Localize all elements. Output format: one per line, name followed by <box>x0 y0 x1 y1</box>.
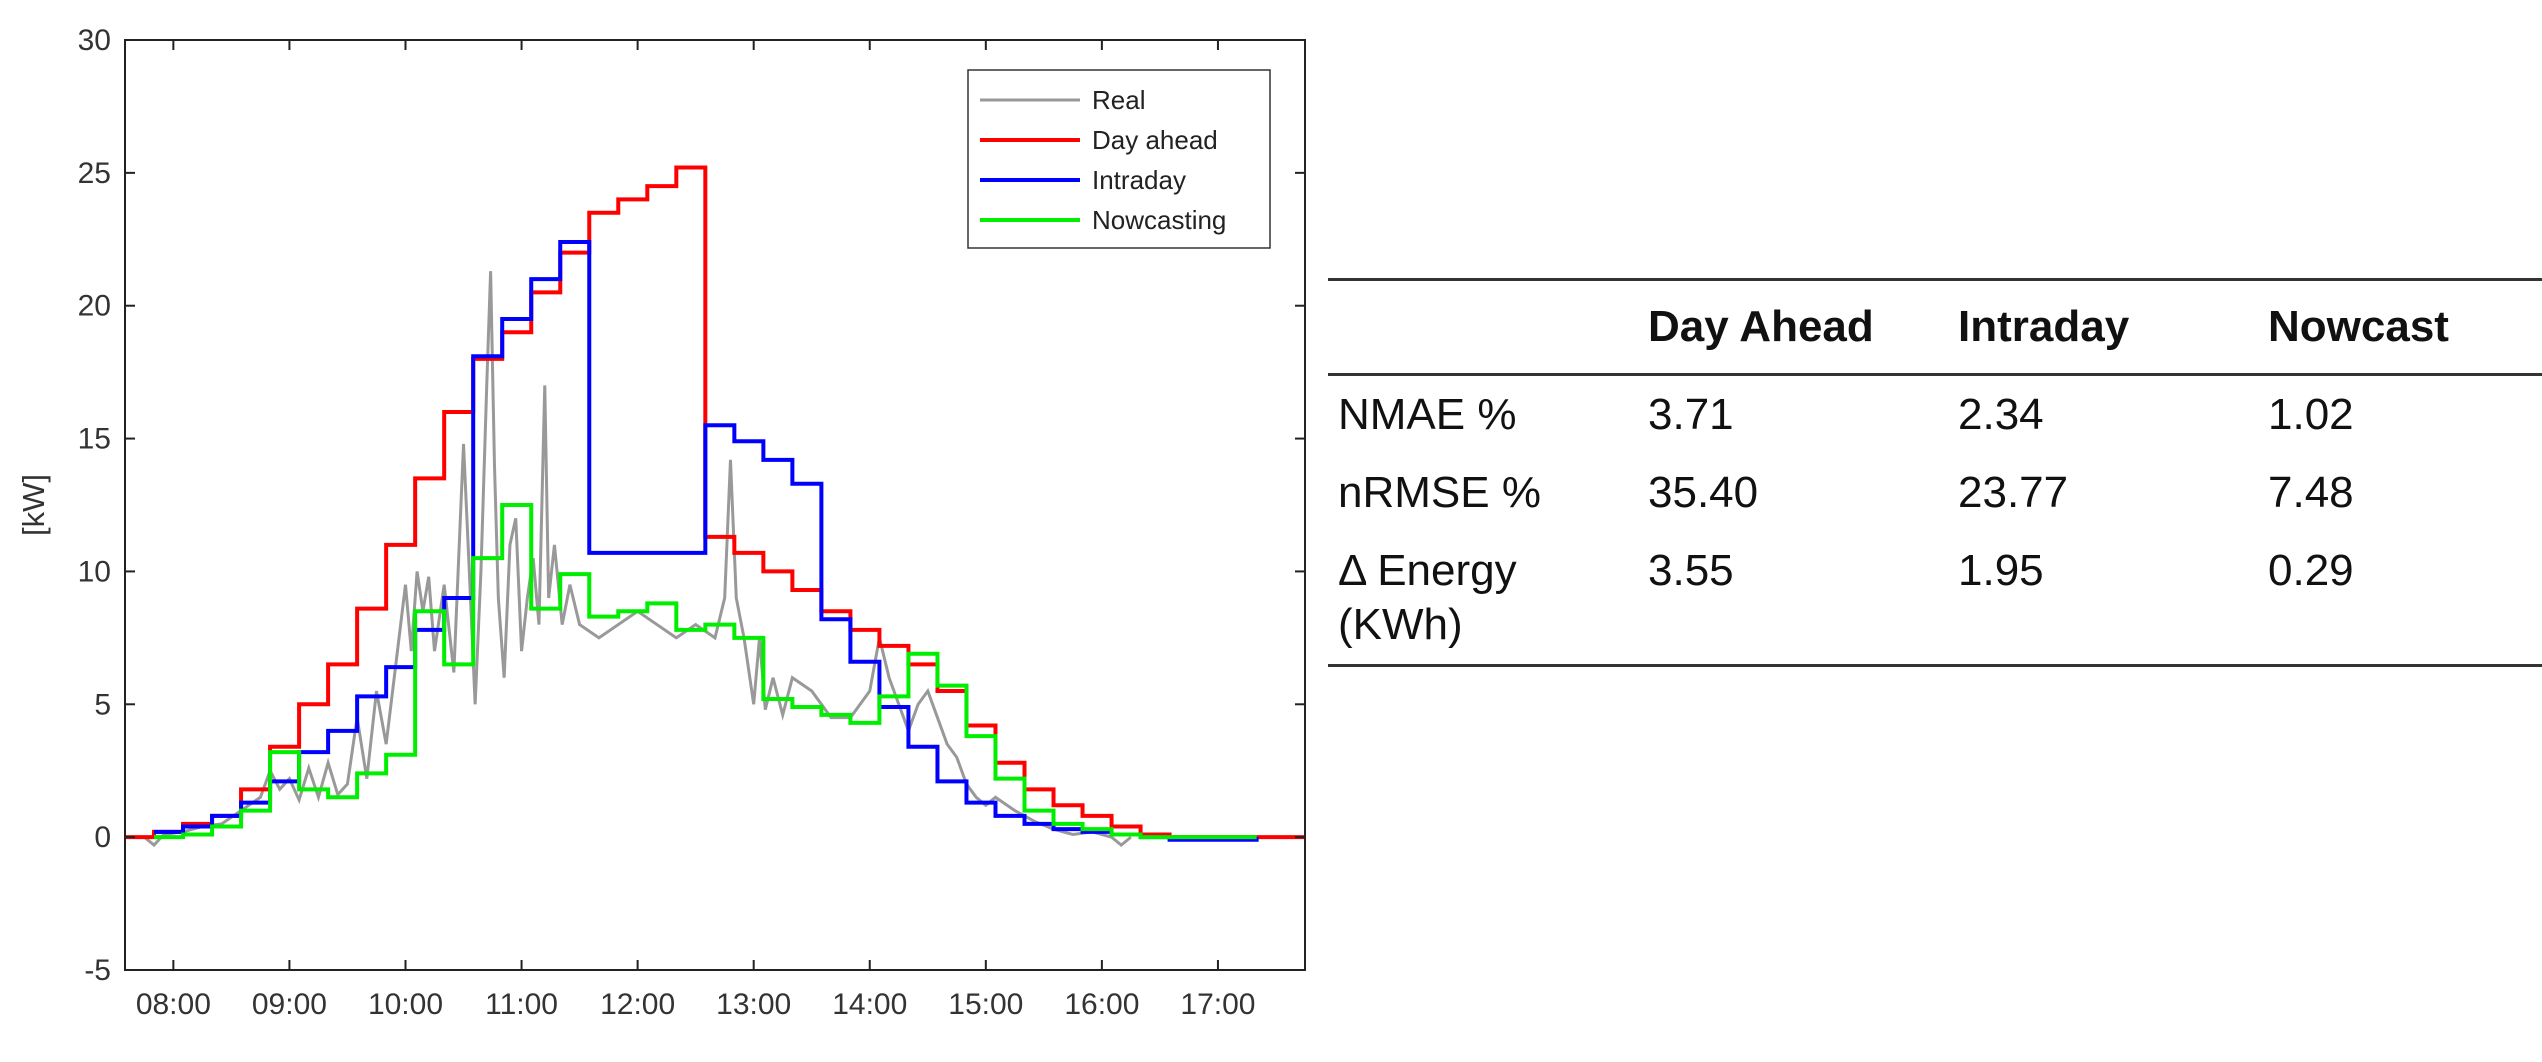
plot-lines <box>125 165 1305 848</box>
table-row: Δ Energy (KWh) 3.55 1.95 0.29 <box>1328 532 2542 667</box>
x-tick-label: 16:00 <box>1064 988 1139 1021</box>
table-header-cell: Day Ahead <box>1638 278 1948 376</box>
table-header-row: Day Ahead Intraday Nowcast <box>1328 278 2542 376</box>
table-cell: 1.95 <box>1948 532 2258 667</box>
table-header-cell: Intraday <box>1948 278 2258 376</box>
x-tick-label: 11:00 <box>485 988 558 1021</box>
series-line-nowcasting <box>154 503 1257 840</box>
y-tick-label: 30 <box>78 24 111 57</box>
table-cell: 1.02 <box>2268 390 2354 439</box>
legend-label-day-ahead: Day ahead <box>1092 125 1218 155</box>
x-tick-label: 09:00 <box>252 988 327 1021</box>
table-cell: 23.77 <box>1958 468 2069 517</box>
y-tick-label: 0 <box>94 821 111 854</box>
y-tick-label: -5 <box>84 954 111 987</box>
x-axis-ticks: 08:00 09:00 10:00 11:00 12:00 13:00 14:00 15:00… <box>136 40 1255 1021</box>
x-tick-label: 14:00 <box>832 988 907 1021</box>
legend: Real Day ahead Intraday Nowcasting <box>967 69 1271 249</box>
legend-label-real: Real <box>1092 85 1145 115</box>
y-tick-label: 25 <box>78 157 111 190</box>
y-tick-label: 20 <box>78 290 111 323</box>
x-tick-label: 15:00 <box>948 988 1023 1021</box>
x-tick-label: 13:00 <box>716 988 791 1021</box>
legend-label-intraday: Intraday <box>1092 165 1186 195</box>
table-cell: 0.29 <box>2258 532 2542 667</box>
x-tick-label: 17:00 <box>1180 988 1255 1021</box>
table-row: nRMSE % 35.40 23.77 7.48 <box>1328 454 2542 532</box>
metrics-table: Day Ahead Intraday Nowcast NMAE % 3.71 2… <box>1328 278 2542 667</box>
plot-frame <box>124 39 1306 971</box>
series-line-day-ahead <box>125 165 1305 840</box>
table-cell: 3.71 <box>1648 390 1734 439</box>
series-line-real <box>143 271 1132 848</box>
table-cell: 2.34 <box>1958 390 2044 439</box>
y-tick-label: 15 <box>78 423 111 456</box>
y-tick-label: 10 <box>78 555 111 588</box>
table-cell: 3.55 <box>1638 532 1948 667</box>
y-axis-ticks: -5 0 5 10 15 20 25 30 <box>78 24 1305 987</box>
table-cell: 35.40 <box>1648 468 1759 517</box>
table-cell: 7.48 <box>2268 468 2354 517</box>
table-header-cell <box>1328 278 1638 376</box>
table-cell: Δ Energy (KWh) <box>1328 532 1638 667</box>
table-cell: NMAE % <box>1338 390 1517 439</box>
y-tick-label: 5 <box>94 688 111 721</box>
table-header-cell: Nowcast <box>2258 278 2542 376</box>
table-row: NMAE % 3.71 2.34 1.02 <box>1328 375 2542 455</box>
x-tick-label: 08:00 <box>136 988 211 1021</box>
power-forecast-chart: -5 0 5 10 15 20 25 30 08:00 09:00 10:00 11:00 12:00… <box>16 24 1306 1021</box>
y-axis-label: [kW] <box>16 474 51 536</box>
x-tick-label: 10:00 <box>368 988 443 1021</box>
x-tick-label: 12:00 <box>600 988 675 1021</box>
table-cell: nRMSE % <box>1338 468 1541 517</box>
legend-label-nowcasting: Nowcasting <box>1092 205 1226 235</box>
